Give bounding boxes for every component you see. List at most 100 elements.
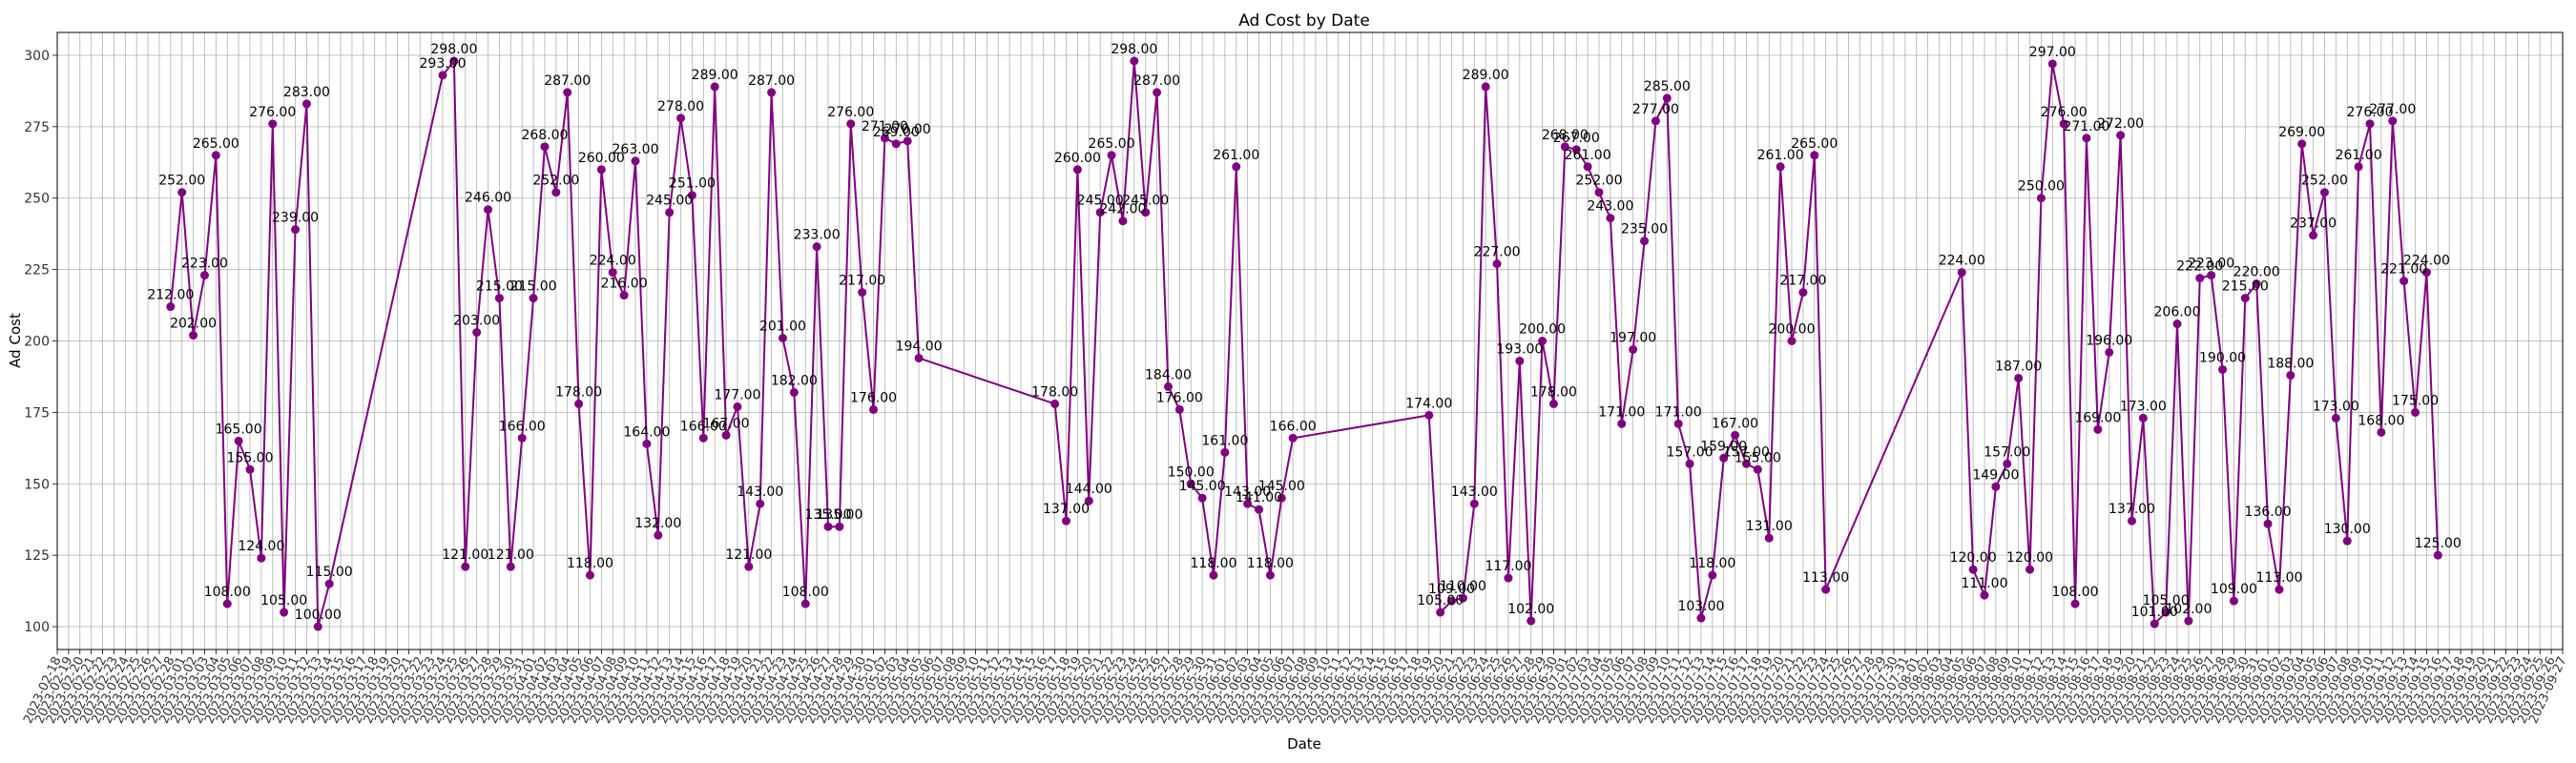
data-label: 289.00	[1463, 68, 1509, 83]
data-point	[2229, 596, 2238, 606]
data-label: 206.00	[2154, 305, 2201, 320]
data-point	[313, 622, 322, 631]
data-point	[654, 530, 663, 540]
data-label: 144.00	[1066, 482, 1112, 497]
data-point	[1481, 82, 1490, 92]
data-point	[2003, 459, 2012, 468]
data-label: 252.00	[158, 174, 205, 189]
data-label: 194.00	[896, 339, 943, 354]
data-label: 178.00	[1530, 384, 1577, 400]
data-label: 217.00	[839, 274, 885, 289]
data-label: 118.00	[1191, 556, 1237, 571]
data-point	[563, 88, 572, 97]
data-point	[676, 113, 686, 123]
data-point	[1821, 585, 1831, 594]
data-point	[1469, 499, 1479, 508]
data-point	[540, 142, 550, 152]
data-label: 150.00	[1168, 464, 1215, 480]
data-point	[484, 205, 493, 215]
data-point	[2138, 413, 2148, 423]
data-point	[1277, 493, 1286, 503]
data-point	[1776, 162, 1785, 172]
data-label: 200.00	[1769, 322, 1816, 338]
data-point	[665, 208, 675, 217]
data-label: 271.00	[862, 119, 908, 134]
data-point	[472, 328, 482, 338]
data-label: 251.00	[669, 176, 716, 192]
data-label: 267.00	[1553, 131, 1600, 146]
data-label: 166.00	[680, 419, 727, 434]
data-point	[1991, 482, 2001, 491]
data-point	[2014, 373, 2024, 382]
data-point	[698, 433, 708, 443]
data-point	[1787, 337, 1797, 345]
data-label: 263.00	[613, 142, 659, 157]
data-point	[2342, 536, 2352, 546]
data-label: 217.00	[1779, 274, 1826, 289]
data-point	[903, 136, 912, 146]
data-point	[222, 599, 232, 608]
data-label: 235.00	[1621, 222, 1668, 237]
data-label: 276.00	[2347, 105, 2394, 120]
y-tick-label: 100	[24, 620, 50, 635]
data-point	[1651, 116, 1660, 126]
data-label: 287.00	[748, 73, 795, 89]
data-label: 224.00	[2403, 254, 2450, 269]
data-point	[789, 387, 799, 397]
data-point	[1662, 93, 1672, 103]
data-point	[1163, 382, 1173, 391]
data-label: 233.00	[794, 228, 841, 243]
data-label: 261.00	[2336, 148, 2382, 163]
data-point	[177, 188, 187, 197]
data-point	[1424, 410, 1434, 420]
data-point	[574, 399, 584, 408]
data-label: 103.00	[1677, 599, 1724, 614]
data-point	[280, 608, 289, 617]
data-point	[835, 522, 844, 531]
data-point	[1719, 453, 1729, 463]
data-label: 187.00	[1995, 359, 2042, 374]
data-point	[2207, 271, 2216, 280]
data-point	[1084, 496, 1093, 505]
data-label: 182.00	[771, 373, 818, 388]
data-point	[2105, 347, 2114, 357]
data-label: 260.00	[578, 151, 625, 166]
data-point	[687, 191, 696, 200]
data-label: 120.00	[1950, 550, 1997, 566]
data-point	[1265, 570, 1275, 580]
data-label: 298.00	[1111, 42, 1157, 57]
data-label: 167.00	[1712, 416, 1758, 431]
data-label: 110.00	[1440, 579, 1486, 594]
data-point	[1288, 433, 1298, 443]
data-point	[2286, 370, 2296, 380]
data-label: 190.00	[2199, 350, 2246, 365]
data-label: 243.00	[1587, 199, 1633, 215]
data-label: 252.00	[1576, 174, 1623, 189]
data-point	[891, 139, 901, 149]
data-point	[438, 71, 447, 80]
data-label: 224.00	[590, 254, 636, 269]
data-point	[199, 271, 209, 280]
data-label: 174.00	[1405, 396, 1452, 411]
data-label: 276.00	[249, 105, 296, 120]
data-point	[461, 562, 470, 571]
data-label: 201.00	[759, 320, 806, 335]
data-point	[2319, 188, 2329, 197]
data-label: 260.00	[1054, 151, 1101, 166]
data-label: 285.00	[1644, 79, 1691, 94]
data-label: 171.00	[1598, 404, 1645, 420]
data-label: 109.00	[1428, 582, 1475, 597]
data-label: 143.00	[737, 485, 783, 500]
data-point	[1673, 419, 1683, 428]
data-label: 188.00	[2267, 356, 2314, 371]
data-point	[880, 134, 889, 143]
data-label: 178.00	[555, 384, 602, 400]
data-point	[858, 288, 867, 298]
data-point	[1515, 356, 1525, 365]
data-point	[631, 156, 640, 166]
data-point	[800, 599, 810, 608]
data-label: 297.00	[2029, 45, 2076, 60]
data-label: 283.00	[283, 85, 330, 100]
data-point	[1243, 499, 1253, 508]
data-point	[642, 439, 652, 448]
